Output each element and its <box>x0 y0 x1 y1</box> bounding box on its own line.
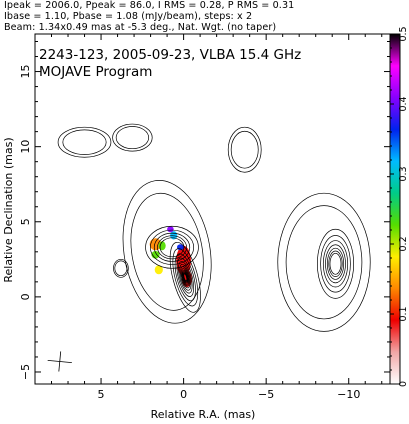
contour-level <box>112 123 153 152</box>
contour-level <box>316 228 355 299</box>
contour-level <box>174 253 196 302</box>
chart-title: 2243-123, 2005-09-23, VLBA 15.4 GHz <box>39 47 301 63</box>
chart-subtitle: MOJAVE Program <box>39 64 152 80</box>
polarization-knot-5 <box>154 265 163 275</box>
contour-level <box>179 263 192 291</box>
contour-level <box>329 252 342 275</box>
header-beam-line: Beam: 1.34x0.49 mas at -5.3 deg., Nat. W… <box>4 22 277 33</box>
contour-level <box>178 261 193 294</box>
contour-level <box>169 241 201 313</box>
y-tick-label: 5 <box>19 218 32 225</box>
contour-level <box>227 126 262 173</box>
contour-level <box>320 235 351 293</box>
contour-level <box>326 247 345 280</box>
contour-level <box>328 250 343 277</box>
contour-level <box>181 269 189 285</box>
contour-level <box>157 235 187 260</box>
beam-minor-axis <box>47 359 72 363</box>
contour-level <box>230 130 259 169</box>
contour-level <box>277 192 371 332</box>
contour-level <box>145 225 199 269</box>
colorbar-ticks: 0 0.1 0.2 0.3 0.4 0.5 <box>390 26 409 387</box>
y-axis-label: Relative Declination (mas) <box>2 137 15 282</box>
image-header: Ipeak = 2006.0, Ppeak = 86.0, I RMS = 0.… <box>4 0 409 33</box>
colorbar-tick-label: 0.3 <box>398 166 409 181</box>
contour-group-ne-blob <box>57 126 112 158</box>
contour-group-mid-blob <box>227 126 262 173</box>
polarization-knot-3 <box>158 241 166 251</box>
contour-level <box>62 129 107 155</box>
colorbar-tick-label: 0.5 <box>398 26 409 41</box>
contour-level <box>172 248 199 307</box>
polarization-knot-2 <box>149 238 162 251</box>
contour-level <box>322 240 349 288</box>
beam-marker <box>47 351 72 372</box>
contour-level <box>122 180 212 324</box>
contour-group-core-north <box>145 225 199 269</box>
contour-level <box>183 273 188 281</box>
contour-level <box>325 244 346 284</box>
x-tick-label: −5 <box>258 388 274 401</box>
contour-level <box>285 205 363 320</box>
contour-level <box>159 237 185 258</box>
contour-level <box>153 232 191 262</box>
contour-level <box>176 257 195 297</box>
contour-group-core <box>169 241 201 313</box>
contour-level <box>115 126 149 150</box>
contour-group-envelope <box>122 180 212 324</box>
x-tick-label: 0 <box>180 388 187 401</box>
y-tick-label: 10 <box>19 140 32 154</box>
x-tick-label: −10 <box>337 388 360 401</box>
contour-group-e-blob <box>113 258 129 278</box>
colorbar-tick-label: 0.2 <box>398 236 409 251</box>
colorbar-tick-label: 0.1 <box>398 306 409 321</box>
contour-level <box>182 271 189 284</box>
polarization-knot-8 <box>167 226 174 233</box>
contour-group-west-lobe <box>316 228 355 299</box>
header-peak-line: Ipeak = 2006.0, Ppeak = 86.0, I RMS = 0.… <box>4 0 295 11</box>
y-tick-label: 0 <box>19 293 32 300</box>
map-layer <box>47 123 371 372</box>
colorbar-tick-label: 0 <box>398 381 409 387</box>
contour-level <box>181 268 190 287</box>
contour-level <box>57 126 112 158</box>
x-tick-label: 5 <box>98 388 105 401</box>
contour-level <box>113 258 129 278</box>
contour-level <box>149 229 195 265</box>
header-base-line: Ibase = 1.10, Pbase = 1.08 (mJy/beam), s… <box>4 11 253 22</box>
colorbar-tick-label: 0.4 <box>398 96 409 111</box>
y-tick-label: 15 <box>19 65 32 79</box>
contour-group-n-blob <box>112 123 153 152</box>
colorbar <box>389 33 401 385</box>
contour-level <box>114 260 128 277</box>
y-tick-label: −5 <box>19 364 32 380</box>
axes: 5 0 −5 −10 −5 0 5 10 15 <box>19 34 390 401</box>
contour-level <box>130 192 204 311</box>
contour-group-west-envelope <box>277 192 371 332</box>
x-axis-label: Relative R.A. (mas) <box>151 408 256 421</box>
